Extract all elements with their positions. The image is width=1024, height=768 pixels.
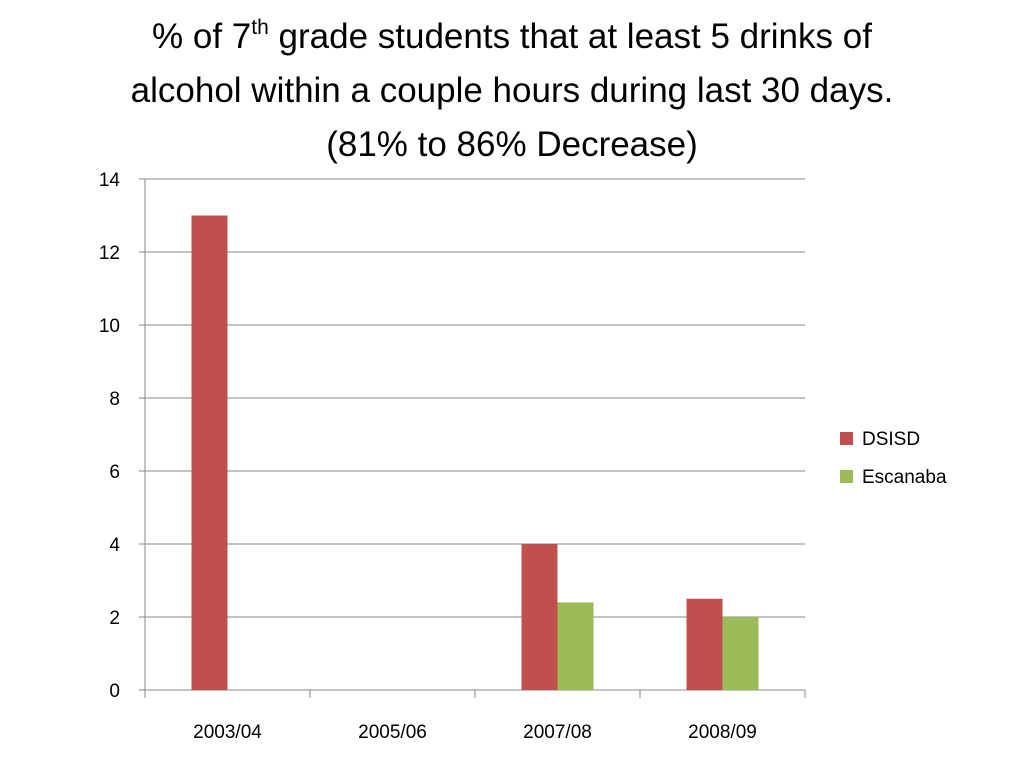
title-line-2: alcohol within a couple hours during las… <box>130 71 894 110</box>
legend-label-escanaba: Escanaba <box>862 467 947 488</box>
y-tick-label: 14 <box>99 170 121 191</box>
title-line-1: % of 7th grade students that at least 5 … <box>0 10 1024 64</box>
bar-escanaba <box>722 617 759 690</box>
bar-escanaba <box>557 602 594 690</box>
bar-dsisd <box>191 215 228 690</box>
y-tick-label: 6 <box>109 462 120 483</box>
x-tick-label: 2005/06 <box>358 722 427 743</box>
legend-swatch-escanaba <box>840 470 853 483</box>
y-tick-label: 12 <box>99 243 120 264</box>
title-line-3: (81% to 86% Decrease) <box>326 125 698 164</box>
title-line-1-prefix: % of 7 <box>152 17 252 56</box>
x-tick-label: 2008/09 <box>688 722 757 743</box>
y-tick-label: 8 <box>109 389 120 410</box>
y-tick-label: 10 <box>99 316 120 337</box>
legend-label-dsisd: DSISD <box>862 429 920 450</box>
title-line-1-rest: grade students that at least 5 drinks of <box>268 17 872 56</box>
bar-dsisd <box>521 544 558 690</box>
y-tick-label: 4 <box>109 535 120 556</box>
bar-dsisd <box>686 598 723 690</box>
title-superscript: th <box>251 16 269 39</box>
legend-swatch-dsisd <box>840 432 853 445</box>
x-tick-label: 2007/08 <box>523 722 592 743</box>
y-tick-label: 0 <box>109 681 120 702</box>
chart-title: % of 7th grade students that at least 5 … <box>0 10 1024 172</box>
y-tick-label: 2 <box>109 608 120 629</box>
x-tick-label: 2003/04 <box>193 722 262 743</box>
